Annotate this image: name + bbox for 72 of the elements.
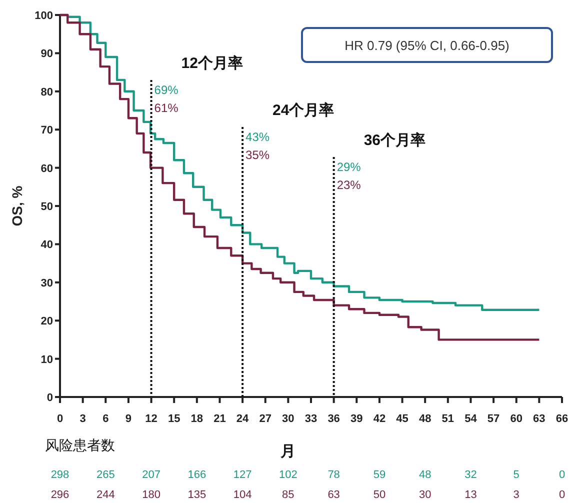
text: 32 (464, 469, 477, 481)
text: 0 (558, 489, 566, 501)
x-tick-label: 24 (236, 413, 250, 425)
text: 5 (513, 469, 520, 481)
annotation: 35% (246, 148, 270, 162)
y-tick-label: 50 (40, 201, 53, 213)
x-tick-label: 33 (304, 413, 318, 425)
text: 244 (96, 489, 115, 501)
text: 135 (188, 489, 206, 501)
text: 207 (142, 469, 160, 481)
text: 50 (373, 489, 386, 501)
text: 59 (373, 469, 386, 481)
text: 3 (513, 489, 520, 501)
text: 127 (233, 469, 252, 481)
y-tick-label: 0 (46, 392, 53, 404)
x-tick-label: 66 (556, 413, 568, 425)
annotation: HR 0.79 (95% CI, 0.66-0.95) (344, 38, 510, 53)
text: 48 (418, 469, 432, 481)
hr-box: HR 0.79 (95% CI, 0.66-0.95) (301, 27, 553, 63)
x-tick-label: 6 (102, 413, 109, 425)
x-tick-label: 21 (214, 413, 226, 425)
annotation: 69% (154, 83, 179, 97)
x-tick-label: 3 (80, 413, 86, 425)
text: 102 (279, 469, 298, 481)
x-tick-label: 12 (145, 413, 158, 425)
x-tick-label: 9 (125, 413, 132, 425)
text: 298 (50, 469, 70, 481)
y-tick-label: 70 (40, 124, 53, 137)
text: 13 (464, 489, 477, 501)
x-tick-label: 39 (350, 413, 363, 425)
y-tick-label: 10 (40, 354, 53, 366)
x-tick-label: 54 (464, 413, 478, 425)
text: 风险患者数 (45, 437, 115, 453)
x-tick-label: 15 (168, 413, 180, 425)
y-tick-label: 80 (40, 86, 53, 98)
text: 166 (188, 469, 206, 481)
x-tick-label: 57 (487, 413, 500, 425)
x-tick-label: 18 (190, 413, 204, 425)
text: 30 (418, 489, 432, 501)
y-tick-label: 30 (40, 277, 53, 290)
text: 104 (233, 489, 252, 501)
annotation: 23% (336, 178, 362, 192)
y-tick-label: 40 (40, 239, 53, 252)
x-tick-label: 0 (56, 413, 64, 425)
x-axis-title: 月 (280, 443, 296, 460)
x-tick-label: 60 (510, 413, 522, 425)
annotation: 29% (336, 160, 362, 174)
x-tick-label: 48 (418, 413, 432, 425)
text: 63 (328, 489, 340, 501)
ref-line-label: 36个月率 (364, 131, 426, 149)
y-tick-label: 60 (40, 162, 53, 175)
y-axis-title: OS, % (9, 185, 25, 226)
x-tick-label: 27 (259, 413, 272, 425)
x-tick-label: 30 (282, 413, 294, 425)
text: 0 (558, 469, 566, 481)
ref-line-label: 12个月率 (181, 54, 243, 72)
x-tick-label: 63 (533, 413, 546, 425)
text: 78 (328, 469, 340, 481)
text: 85 (282, 489, 294, 501)
y-tick-label: 90 (40, 48, 53, 60)
ref-line-label: 24个月率 (272, 101, 334, 119)
annotation: 43% (246, 130, 270, 144)
text: 296 (50, 489, 70, 501)
x-tick-label: 51 (442, 413, 454, 425)
text: 180 (142, 489, 160, 501)
text: 265 (96, 469, 115, 481)
x-tick-label: 45 (396, 413, 408, 425)
x-tick-label: 42 (373, 413, 386, 425)
y-tick-label: 100 (34, 10, 53, 22)
x-tick-label: 36 (328, 413, 340, 425)
annotation: 61% (154, 101, 179, 115)
y-tick-label: 20 (40, 316, 53, 328)
